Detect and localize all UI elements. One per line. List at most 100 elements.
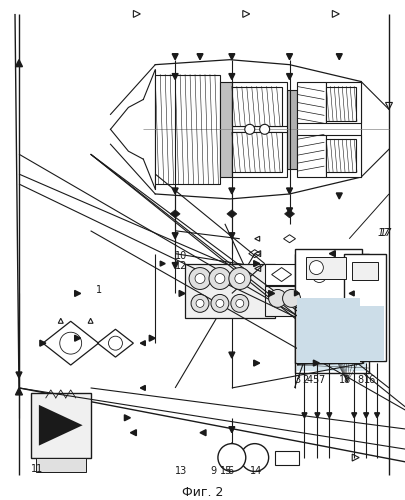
Text: 13: 13 [175,466,187,476]
Text: 11: 11 [31,464,43,474]
Bar [345,306,383,361]
Circle shape [312,268,326,282]
Polygon shape [351,413,356,418]
Polygon shape [16,372,22,378]
Text: 16: 16 [363,375,375,385]
Polygon shape [286,74,292,80]
Polygon shape [253,260,259,266]
Bar [294,254,368,373]
Circle shape [60,332,81,354]
Bar [231,82,286,126]
Polygon shape [149,335,155,341]
Bar [231,132,286,177]
Bar [326,86,355,122]
Polygon shape [228,74,234,80]
Bar [220,82,231,177]
Bar [264,264,299,285]
Text: 15: 15 [220,466,232,476]
Polygon shape [228,54,234,60]
Bar [326,140,355,172]
Polygon shape [326,413,331,418]
Polygon shape [75,290,81,296]
Bar [296,302,366,371]
Polygon shape [286,188,292,194]
Text: 18: 18 [339,375,351,385]
Bar [264,286,299,316]
Text: 9: 9 [209,466,215,476]
Bar [326,82,360,124]
Text: 4: 4 [306,375,312,385]
Bar [326,136,360,177]
Bar [296,82,326,124]
Polygon shape [228,352,234,358]
Polygon shape [314,413,319,418]
Polygon shape [268,290,274,296]
Polygon shape [253,360,259,366]
Polygon shape [301,413,306,418]
Polygon shape [75,335,81,341]
Polygon shape [172,233,178,238]
Text: 10: 10 [175,250,187,260]
Circle shape [244,124,254,134]
Polygon shape [140,386,145,390]
Circle shape [268,290,286,308]
Circle shape [259,124,269,134]
Bar [286,90,296,169]
Circle shape [211,294,228,312]
Polygon shape [172,54,178,60]
Polygon shape [313,360,319,366]
Text: 12: 12 [175,260,187,270]
Polygon shape [179,290,185,296]
Circle shape [189,268,211,289]
Circle shape [234,274,244,283]
Polygon shape [228,233,234,238]
Text: 5: 5 [312,375,318,385]
Bar [306,256,345,278]
Polygon shape [228,426,234,432]
Polygon shape [328,250,335,256]
Bar [296,136,326,177]
Text: 7: 7 [318,375,324,385]
Text: 2: 2 [302,375,308,385]
Polygon shape [172,262,178,268]
Polygon shape [294,291,299,296]
Polygon shape [374,413,379,418]
Bar [294,248,361,363]
Circle shape [215,300,223,308]
Polygon shape [130,430,136,436]
Text: Фиг. 2: Фиг. 2 [182,486,223,499]
Polygon shape [140,340,145,345]
Bar [274,450,299,464]
Circle shape [217,444,245,471]
Text: 14: 14 [249,466,261,476]
Text: 8: 8 [356,375,362,385]
Circle shape [228,268,250,289]
Polygon shape [348,291,353,296]
Bar [36,458,85,472]
Text: 3: 3 [294,375,300,385]
Polygon shape [39,405,83,446]
Bar [31,393,90,458]
Polygon shape [228,188,234,194]
Polygon shape [40,340,46,346]
Polygon shape [160,261,165,266]
Text: 6: 6 [227,466,233,476]
Polygon shape [335,54,341,60]
Circle shape [196,300,203,308]
Polygon shape [172,74,178,80]
Polygon shape [284,210,294,218]
Polygon shape [200,430,205,436]
Circle shape [230,294,248,312]
Text: 17: 17 [376,228,389,237]
Polygon shape [335,193,341,199]
Circle shape [194,274,205,283]
Text: 17: 17 [378,228,390,237]
Circle shape [191,294,209,312]
Bar [343,254,385,361]
Polygon shape [15,60,22,66]
Polygon shape [363,413,368,418]
Circle shape [282,290,300,308]
Polygon shape [170,210,180,218]
Polygon shape [124,415,130,421]
Circle shape [209,268,230,289]
